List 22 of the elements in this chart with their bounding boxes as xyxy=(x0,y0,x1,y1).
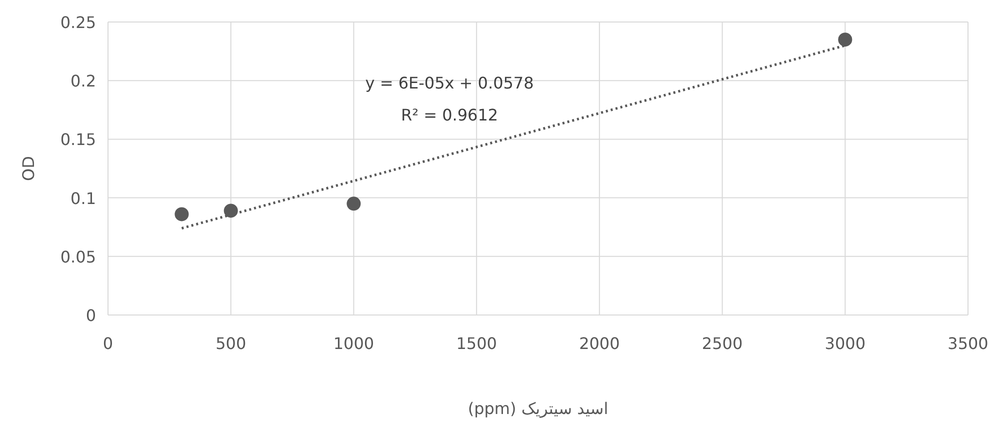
point xyxy=(224,204,238,218)
point xyxy=(174,207,189,222)
x-axis-title: اسید سیتریک (ppm) xyxy=(468,399,608,418)
x-tick-label: 500 xyxy=(216,334,246,353)
x-tick-label: 1000 xyxy=(333,334,374,353)
y-tick-label: 0.15 xyxy=(60,130,96,150)
y-tick-label: 0.25 xyxy=(60,13,96,32)
x-tick-label: 3000 xyxy=(824,334,866,353)
x-tick-label: 3500 xyxy=(948,334,988,353)
x-tick-label: 0 xyxy=(102,334,114,353)
x-tick-label: 2000 xyxy=(579,334,620,353)
point xyxy=(346,196,361,211)
annotation: y = 6E-05x + 0.0578 xyxy=(365,74,534,93)
y-tick-label: 0.05 xyxy=(60,247,96,266)
x-tick-label: 2500 xyxy=(702,334,743,353)
annotation: R² = 0.9612 xyxy=(400,106,498,125)
y-tick-label: 0.1 xyxy=(70,188,96,208)
point xyxy=(838,32,852,47)
y-tick-label: 0.2 xyxy=(70,72,96,91)
y-axis-title: OD xyxy=(19,156,38,181)
y-tick-label: 0 xyxy=(86,306,96,325)
x-tick-label: 1500 xyxy=(456,334,497,353)
